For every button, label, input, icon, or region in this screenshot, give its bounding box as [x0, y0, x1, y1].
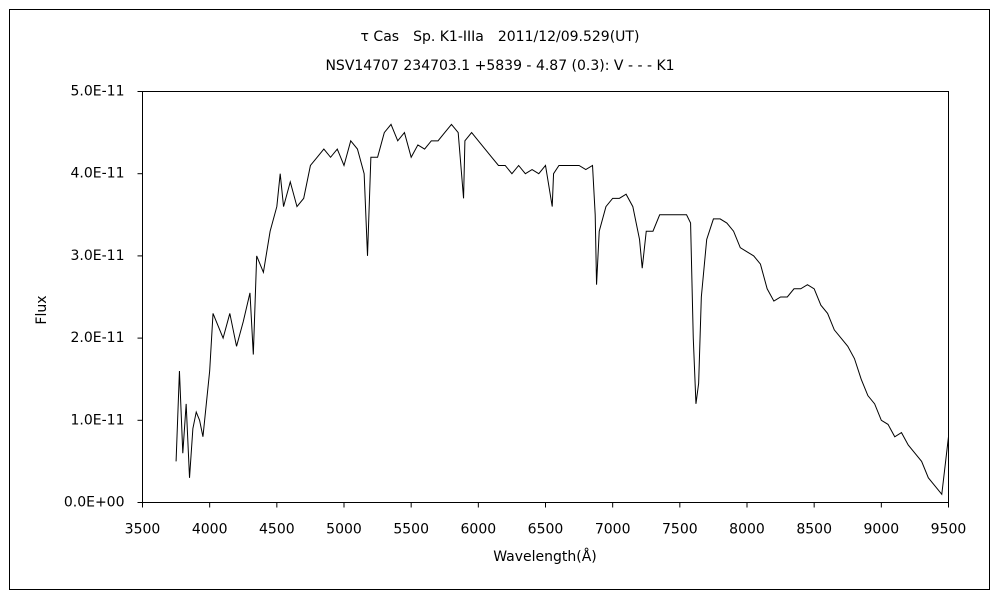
- x-tick-label: 9000: [864, 522, 900, 538]
- y-tick-label: 1.0E-11: [71, 412, 125, 428]
- chart-subtitle: NSV14707 234703.1 +5839 - 4.87 (0.3): V …: [325, 58, 674, 74]
- x-tick-label: 6000: [461, 522, 497, 538]
- plot-area: [142, 91, 949, 503]
- x-tick-label: 4500: [259, 522, 295, 538]
- y-tick-label: 3.0E-11: [71, 248, 125, 264]
- chart-title: τ Cas Sp. K1-IIIa 2011/12/09.529(UT): [361, 29, 640, 45]
- y-tick-label: 2.0E-11: [71, 330, 125, 346]
- x-tick-label: 7500: [662, 522, 698, 538]
- spectrum-line: [175, 123, 949, 496]
- x-tick-label: 4000: [192, 522, 228, 538]
- x-tick-label: 6500: [528, 522, 564, 538]
- y-tick-label: 5.0E-11: [71, 84, 125, 100]
- x-tick-label: 8000: [729, 522, 765, 538]
- x-tick-label: 9500: [931, 522, 967, 538]
- x-tick-label: 7000: [595, 522, 631, 538]
- x-tick-label: 8500: [796, 522, 832, 538]
- x-axis-label: Wavelength(Å): [493, 548, 597, 565]
- x-tick-label: 5000: [326, 522, 362, 538]
- x-tick-label: 3500: [125, 522, 161, 538]
- x-tick-label: 5500: [393, 522, 429, 538]
- y-tick-label: 0.0E+00: [64, 495, 125, 511]
- y-axis-label: Flux: [34, 295, 50, 324]
- y-tick-label: 4.0E-11: [71, 166, 125, 182]
